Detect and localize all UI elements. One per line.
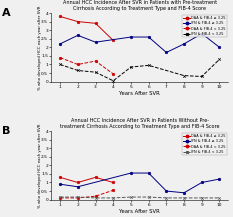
- Text: B: B: [2, 126, 10, 136]
- Y-axis label: % who developed HCC each year after SVR: % who developed HCC each year after SVR: [38, 5, 42, 90]
- X-axis label: Years After SVR: Years After SVR: [120, 209, 160, 214]
- Text: A: A: [2, 8, 10, 18]
- Y-axis label: % who developed HCC each year after SVR: % who developed HCC each year after SVR: [38, 123, 42, 207]
- Title: Annual HCC Incidence After SVR in Patients Without Pre-
treatment Cirrhosis Acco: Annual HCC Incidence After SVR in Patien…: [60, 118, 219, 129]
- X-axis label: Years After SVR: Years After SVR: [120, 91, 160, 96]
- Legend: DAA & FIB-4 ≥ 3.25, IFN & FIB-4 ≥ 3.25, DAA & FIB-4 < 3.25, IFN & FIB-4 < 3.25: DAA & FIB-4 ≥ 3.25, IFN & FIB-4 ≥ 3.25, …: [182, 15, 227, 37]
- Legend: DAA & FIB-4 ≥ 3.25, IFN & FIB-4 ≥ 3.25, DAA & FIB-4 < 3.25, IFN & FIB-4 < 3.25: DAA & FIB-4 ≥ 3.25, IFN & FIB-4 ≥ 3.25, …: [182, 133, 227, 155]
- Title: Annual HCC Incidence After SVR in Patients with Pre-treatment
Cirrhosis Accordin: Annual HCC Incidence After SVR in Patien…: [63, 0, 217, 11]
